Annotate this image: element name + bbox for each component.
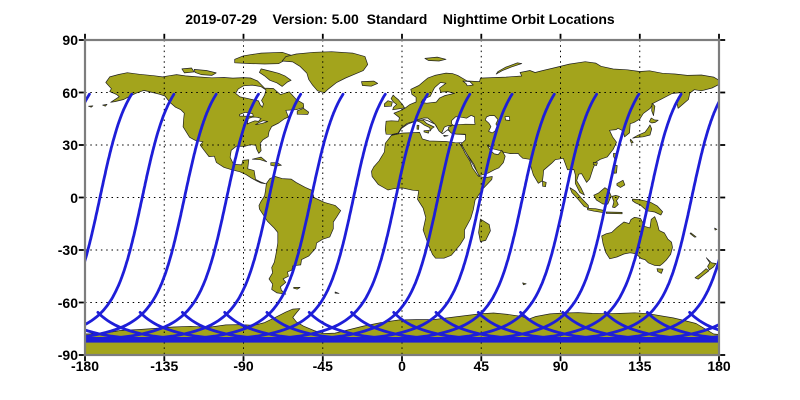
x-tick-label: -45 [312,358,333,374]
orbit-tracks [85,92,719,343]
italy-polygon [414,119,435,132]
victoria-island-polygon [193,69,217,76]
kerguelen-polygon [522,282,527,286]
svalbard-polygon [424,56,447,62]
madagascar-polygon [478,218,491,242]
white-sea-polygon [462,80,474,87]
y-tick-label: -90 [57,347,78,363]
sulawesi-polygon [611,195,620,209]
x-tick-label: -180 [70,358,100,374]
y-tick-label: 60 [62,84,78,101]
iceland-polygon [361,80,379,87]
baltic-sea-polygon [420,82,455,104]
orbit-track [307,92,641,343]
falkland-islands-polygon [293,287,301,290]
banks-island-polygon [181,67,195,74]
world-map [85,51,719,355]
lesser-sunda-polygon [605,211,623,215]
aral-sea-polygon [504,116,511,121]
x-tick-label: 90 [552,358,569,374]
x-tick-label: -90 [233,358,254,374]
kyushu-polygon [629,138,634,144]
orbit-track [350,92,683,343]
aleutian-islet-2-polygon [102,104,108,107]
lake-erie-ontario-polygon [255,120,269,126]
mindanao-polygon [616,179,626,188]
ellesmere-island-polygon [234,51,294,65]
africa-polygon [371,132,493,259]
south-america-polygon [258,176,342,295]
plot-title: 2019-07-29 Version: 5.00 Standard Nightt… [185,11,615,27]
orbit-track [688,311,719,332]
greenland-polygon [281,51,369,94]
newfoundland-polygon [296,107,310,115]
great-britain-polygon [390,94,405,111]
crete-polygon [443,135,449,137]
orbit-track [85,92,134,266]
baffin-island-polygon [259,68,292,87]
cuba-polygon [251,156,268,163]
java-polygon [587,207,604,214]
plot-frame [78,33,726,362]
x-tick-label: 45 [473,358,490,374]
south-georgia-polygon [334,291,340,294]
y-tick-label: -30 [57,242,78,258]
hudson-bay-polygon [235,84,267,108]
y-tick-label: 30 [62,137,78,153]
orbit-track [645,311,719,340]
new-zealand-north-polygon [705,257,717,271]
y-tick-label: -60 [57,294,78,311]
orbit-track [85,92,176,327]
x-tick-label: 135 [628,358,652,374]
north-america-polygon [105,72,305,185]
sicily-polygon [423,130,430,134]
lake-michigan-huron-polygon [246,116,262,125]
y-tick-label: 90 [62,32,78,48]
x-tick-label: -135 [150,358,179,374]
tasmania-polygon [656,268,664,274]
sakhalin-polygon [651,102,656,116]
orbit-track [85,92,218,338]
honshu-polygon [632,124,653,139]
hainan-polygon [592,162,598,167]
x-tick-label: 0 [398,358,406,374]
ireland-polygon [384,100,393,107]
y-tick-label: 0 [70,189,78,206]
plot-border [83,38,721,357]
orbit-track [392,98,719,343]
aleutian-islet-1-polygon [88,105,94,108]
fiji-polygon [714,227,718,231]
novaya-zemlya-polygon [495,62,523,75]
hokkaido-polygon [649,117,659,124]
x-tick-label: 180 [707,358,731,374]
sardinia-corsica-polygon [416,124,420,130]
caspian-sea-polygon [484,115,499,134]
new-zealand-south-polygon [694,268,710,280]
australia-polygon [601,216,673,267]
new-caledonia-polygon [689,232,697,238]
sri-lanka-polygon [542,180,547,188]
